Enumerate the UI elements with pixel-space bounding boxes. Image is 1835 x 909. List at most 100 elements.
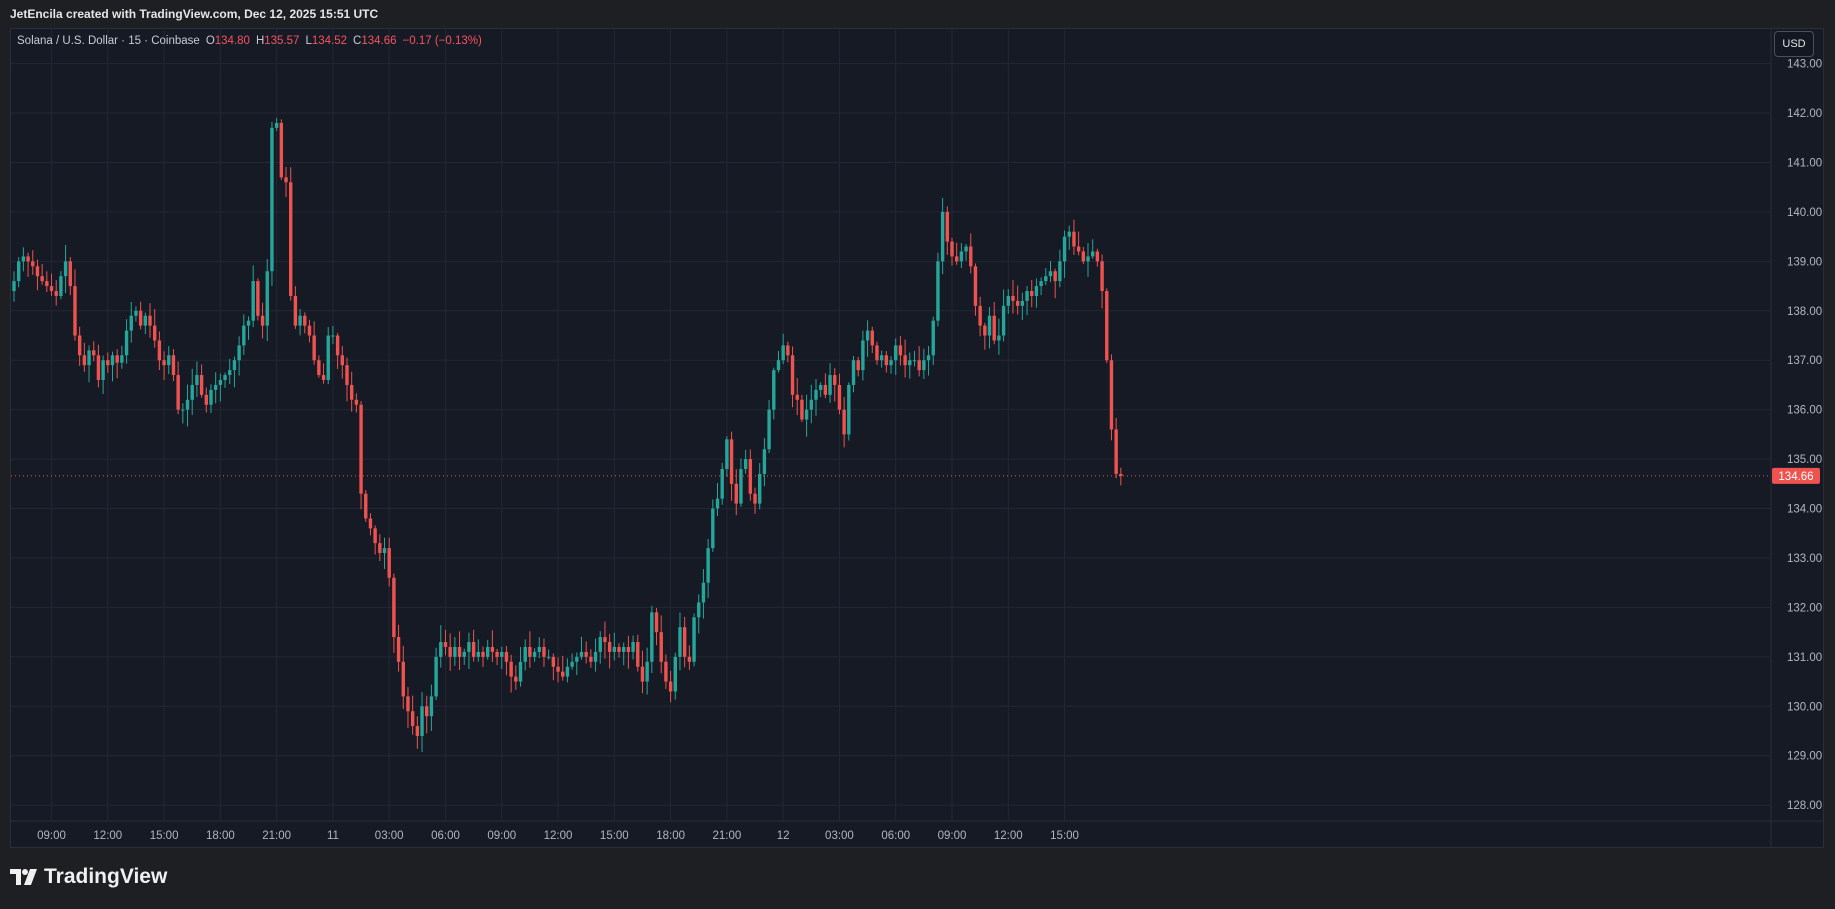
- candle-body[interactable]: [551, 656, 556, 667]
- candle-body[interactable]: [176, 375, 180, 410]
- candle-body[interactable]: [954, 256, 959, 262]
- candle-body[interactable]: [678, 627, 682, 657]
- candle-body[interactable]: [725, 439, 729, 469]
- candle-body[interactable]: [978, 305, 982, 326]
- candle-body[interactable]: [781, 345, 785, 361]
- candle-body[interactable]: [715, 498, 720, 509]
- candle-body[interactable]: [143, 315, 148, 326]
- candle-body[interactable]: [959, 251, 964, 262]
- candle-body[interactable]: [894, 345, 898, 361]
- candle-body[interactable]: [945, 211, 950, 242]
- candle-body[interactable]: [195, 375, 199, 385]
- candle-body[interactable]: [26, 256, 30, 262]
- candle-body[interactable]: [753, 493, 757, 504]
- candle-body[interactable]: [1039, 281, 1043, 287]
- candle-body[interactable]: [950, 241, 954, 257]
- candle-body[interactable]: [1015, 300, 1020, 306]
- candle-body[interactable]: [758, 473, 762, 504]
- candle-body[interactable]: [256, 281, 260, 316]
- candle-body[interactable]: [518, 661, 523, 682]
- candle-body[interactable]: [940, 211, 945, 262]
- candle-body[interactable]: [303, 315, 307, 326]
- candle-body[interactable]: [514, 676, 518, 682]
- candle-body[interactable]: [659, 632, 663, 662]
- candle-body[interactable]: [889, 360, 893, 366]
- candle-body[interactable]: [809, 399, 813, 410]
- candle-body[interactable]: [509, 661, 513, 677]
- candle-body[interactable]: [73, 286, 77, 336]
- candle-body[interactable]: [800, 399, 804, 420]
- candle-body[interactable]: [148, 315, 152, 326]
- candle-body[interactable]: [96, 355, 101, 381]
- candle-body[interactable]: [129, 315, 133, 331]
- candle-body[interactable]: [345, 365, 349, 385]
- candle-body[interactable]: [1076, 246, 1081, 252]
- candle-body[interactable]: [1030, 291, 1034, 296]
- candle-body[interactable]: [1100, 261, 1104, 292]
- candle-body[interactable]: [856, 360, 860, 371]
- candle-body[interactable]: [767, 409, 771, 450]
- candle-body[interactable]: [500, 651, 504, 657]
- candle-body[interactable]: [631, 642, 635, 652]
- candle-body[interactable]: [823, 384, 828, 395]
- candle-body[interactable]: [35, 266, 40, 277]
- candle-body[interactable]: [218, 380, 223, 385]
- candle-body[interactable]: [706, 548, 710, 583]
- candle-body[interactable]: [134, 310, 138, 316]
- candle-body[interactable]: [68, 261, 72, 287]
- candle-body[interactable]: [650, 612, 654, 662]
- candle-body[interactable]: [584, 651, 588, 657]
- candle-body[interactable]: [861, 340, 865, 371]
- candle-body[interactable]: [425, 706, 429, 717]
- candle-body[interactable]: [87, 350, 91, 366]
- candle-body[interactable]: [898, 345, 903, 356]
- candle-body[interactable]: [495, 651, 499, 657]
- symbol-name[interactable]: Solana / U.S. Dollar · 15 · Coinbase: [17, 35, 200, 47]
- candle-body[interactable]: [331, 335, 335, 337]
- candle-body[interactable]: [237, 345, 241, 361]
- candle-body[interactable]: [870, 330, 874, 346]
- candle-body[interactable]: [359, 404, 363, 494]
- candle-body[interactable]: [242, 325, 246, 346]
- candle-body[interactable]: [931, 320, 935, 356]
- candle-body[interactable]: [270, 127, 274, 272]
- candle-body[interactable]: [1053, 271, 1057, 282]
- candle-body[interactable]: [570, 661, 574, 667]
- candle-body[interactable]: [321, 375, 326, 381]
- candle-body[interactable]: [162, 360, 166, 366]
- candle-body[interactable]: [682, 627, 687, 657]
- candle-body[interactable]: [851, 360, 856, 385]
- candle-body[interactable]: [462, 651, 466, 657]
- candle-body[interactable]: [59, 276, 63, 296]
- candle-body[interactable]: [926, 355, 931, 361]
- candle-body[interactable]: [987, 315, 992, 336]
- candle-body[interactable]: [983, 325, 987, 336]
- candle-body[interactable]: [467, 642, 471, 652]
- candle-body[interactable]: [743, 459, 748, 469]
- candle-body[interactable]: [739, 468, 743, 504]
- candle-body[interactable]: [101, 360, 105, 381]
- candle-body[interactable]: [837, 384, 842, 410]
- candle-body[interactable]: [124, 330, 129, 356]
- candle-body[interactable]: [120, 355, 124, 363]
- candle-body[interactable]: [776, 360, 781, 371]
- candle-body[interactable]: [213, 384, 218, 390]
- candle-body[interactable]: [589, 656, 593, 662]
- candle-body[interactable]: [828, 375, 832, 395]
- candle-body[interactable]: [617, 646, 621, 652]
- candle-body[interactable]: [636, 642, 640, 667]
- candle-body[interactable]: [1067, 231, 1071, 237]
- candle-body[interactable]: [31, 261, 35, 267]
- candle-body[interactable]: [804, 409, 809, 420]
- candle-body[interactable]: [439, 642, 443, 657]
- candle-body[interactable]: [884, 355, 889, 366]
- candle-body[interactable]: [92, 350, 96, 356]
- candle-body[interactable]: [917, 360, 921, 371]
- candle-body[interactable]: [772, 370, 776, 410]
- candle-body[interactable]: [199, 375, 204, 395]
- candle-body[interactable]: [293, 295, 298, 326]
- candle-body[interactable]: [692, 617, 696, 662]
- candle-body[interactable]: [833, 375, 837, 385]
- candle-body[interactable]: [401, 661, 405, 697]
- candle-body[interactable]: [448, 646, 452, 657]
